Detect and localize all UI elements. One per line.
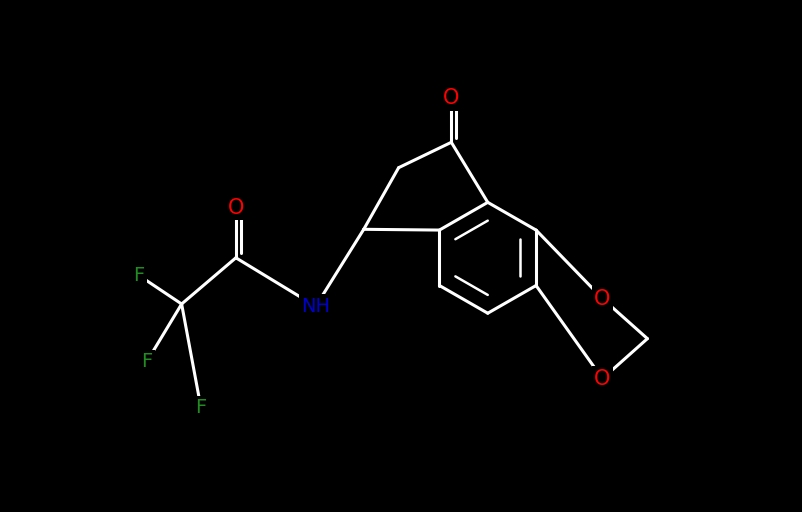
Text: F: F [141, 352, 152, 371]
Text: F: F [196, 398, 207, 417]
Text: F: F [133, 266, 144, 285]
Text: O: O [444, 89, 460, 109]
Text: O: O [228, 198, 244, 218]
Text: O: O [594, 369, 610, 389]
Text: O: O [594, 289, 610, 309]
Text: NH: NH [302, 297, 330, 316]
